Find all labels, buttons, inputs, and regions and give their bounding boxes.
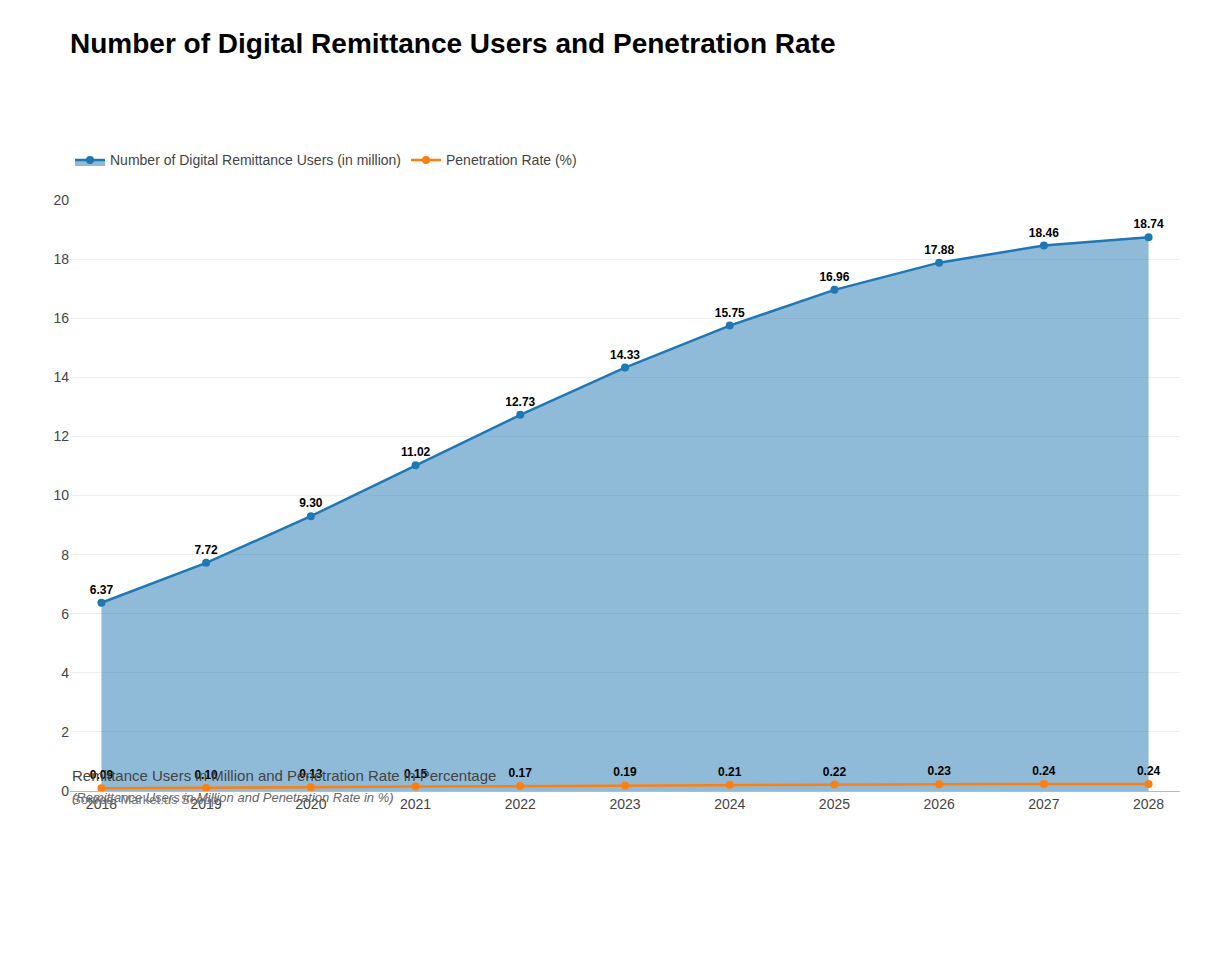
svg-text:12: 12: [53, 428, 69, 444]
svg-text:11.02: 11.02: [401, 445, 431, 459]
svg-text:0.21: 0.21: [718, 765, 742, 779]
svg-text:18.46: 18.46: [1029, 226, 1059, 240]
svg-text:12.73: 12.73: [505, 395, 535, 409]
svg-text:4: 4: [61, 665, 69, 681]
svg-text:2019: 2019: [191, 796, 222, 812]
svg-text:0.24: 0.24: [1137, 764, 1161, 778]
svg-text:2024: 2024: [714, 796, 745, 812]
svg-text:16.96: 16.96: [819, 270, 849, 284]
svg-text:16: 16: [53, 310, 69, 326]
svg-text:17.88: 17.88: [924, 243, 954, 257]
svg-text:2020: 2020: [295, 796, 326, 812]
svg-text:Number of Digital Remittance U: Number of Digital Remittance Users and P…: [70, 28, 836, 59]
svg-text:0.13: 0.13: [299, 767, 323, 781]
svg-text:6.37: 6.37: [90, 583, 114, 597]
svg-text:0: 0: [61, 783, 69, 799]
svg-text:7.72: 7.72: [194, 543, 218, 557]
svg-text:6: 6: [61, 606, 69, 622]
svg-text:0.24: 0.24: [1032, 764, 1056, 778]
svg-text:2025: 2025: [819, 796, 850, 812]
svg-text:0.15: 0.15: [404, 767, 428, 781]
svg-text:2022: 2022: [505, 796, 536, 812]
svg-text:14.33: 14.33: [610, 348, 640, 362]
svg-text:10: 10: [53, 487, 69, 503]
svg-text:0.22: 0.22: [823, 765, 847, 779]
svg-text:0.10: 0.10: [194, 768, 218, 782]
svg-text:0.09: 0.09: [90, 768, 114, 782]
svg-text:14: 14: [53, 369, 69, 385]
svg-text:0.19: 0.19: [613, 765, 637, 779]
svg-text:0.17: 0.17: [509, 766, 533, 780]
svg-text:Number of Digital Remittance U: Number of Digital Remittance Users (in m…: [110, 152, 401, 168]
svg-text:9.30: 9.30: [299, 496, 323, 510]
svg-text:15.75: 15.75: [715, 306, 745, 320]
svg-text:2028: 2028: [1133, 796, 1164, 812]
svg-text:20: 20: [53, 192, 69, 208]
svg-text:2: 2: [61, 724, 69, 740]
svg-text:2023: 2023: [609, 796, 640, 812]
svg-text:2018: 2018: [86, 796, 117, 812]
svg-text:0.23: 0.23: [927, 764, 951, 778]
svg-text:Source: Market.us Scoop: Source: Market.us Scoop: [72, 792, 218, 807]
svg-text:(Remittance Users in Million a: (Remittance Users in Million and Penetra…: [72, 790, 394, 805]
svg-text:2027: 2027: [1028, 796, 1059, 812]
svg-text:18.74: 18.74: [1134, 217, 1164, 231]
svg-text:8: 8: [61, 547, 69, 563]
svg-text:18: 18: [53, 251, 69, 267]
svg-text:2021: 2021: [400, 796, 431, 812]
svg-text:Penetration Rate (%): Penetration Rate (%): [446, 152, 577, 168]
svg-text:Remittance Users in Million an: Remittance Users in Million and Penetrat…: [72, 767, 496, 784]
svg-text:2026: 2026: [924, 796, 955, 812]
